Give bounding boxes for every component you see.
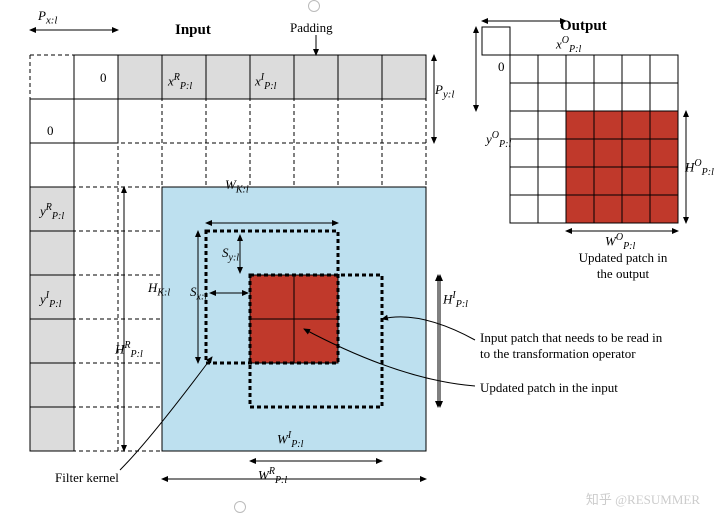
lbl-HR: HRP:l (115, 340, 143, 360)
lbl-yI: yIP:l (40, 290, 61, 310)
lbl-Sy: Sy:l (222, 245, 239, 264)
lbl-pxl: Px:l (38, 8, 57, 27)
lbl-WO: WOP:l (605, 232, 635, 252)
lbl-yR: yRP:l (40, 202, 64, 222)
lbl-xI: xIP:l (255, 72, 276, 92)
lbl-xO: xOP:l (556, 35, 581, 55)
lbl-HO: HOP:l (685, 158, 714, 178)
hdr-input: Input (175, 22, 211, 39)
lbl-WI: WIP:l (277, 430, 303, 450)
lbl-xR: xRP:l (168, 72, 192, 92)
watermark: 知乎 @RESUMMER (586, 489, 700, 508)
thumb-top (308, 0, 320, 12)
diagram-canvas: Px:l Input Padding Output Py:l xRP:l xIP… (0, 0, 720, 516)
hdr-padding: Padding (290, 20, 333, 36)
cap-read-in: Input patch that needs to be read into t… (480, 330, 662, 362)
lbl-zero2: 0 (47, 123, 54, 139)
lbl-WR: WRP:l (258, 466, 287, 486)
cap-updated-in: Updated patch in the input (480, 380, 618, 396)
lbl-Sx: Sx:l (190, 284, 207, 303)
cap-filter-kernel: Filter kernel (55, 470, 119, 486)
lbl-zero3: 0 (498, 59, 505, 75)
lbl-HI: HIP:l (443, 290, 468, 310)
lbl-zero1: 0 (100, 70, 107, 86)
cap-updated-out: Updated patch inthe output (563, 250, 683, 282)
lbl-HK: HK:l (148, 280, 170, 299)
hdr-output: Output (560, 18, 607, 35)
lbl-yO: yOP:l (486, 130, 511, 150)
thumb-bottom (234, 501, 246, 513)
lbl-pyl: Py:l (435, 82, 454, 101)
lbl-WK: WK:l (225, 177, 249, 196)
